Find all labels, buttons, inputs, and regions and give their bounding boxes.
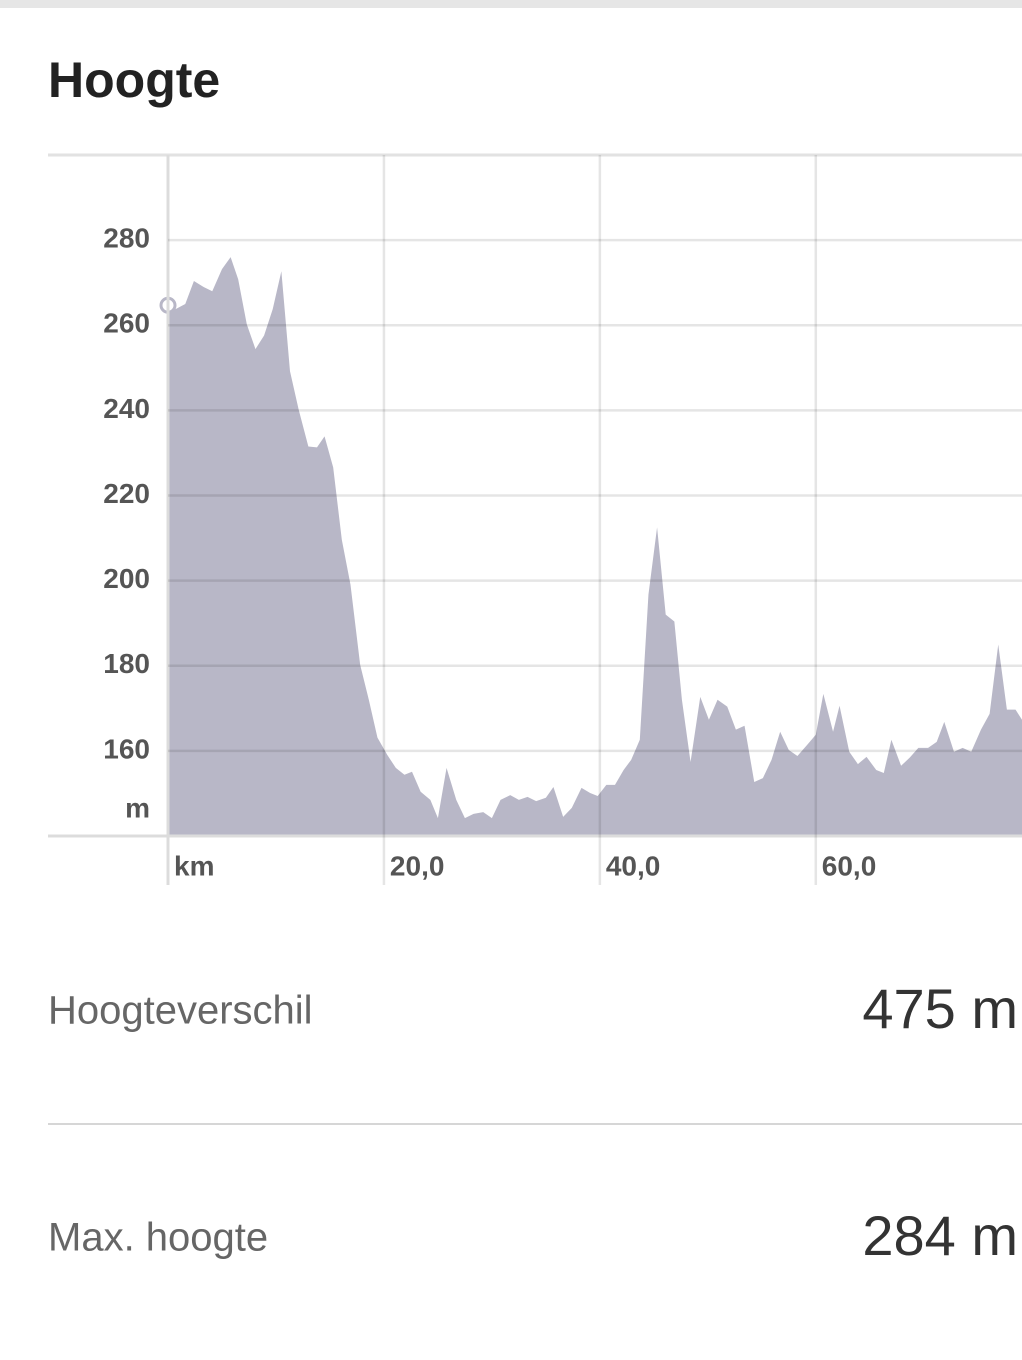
chart: 160 180 200 220 240 260 280 m 20,0 40,0 60,0 km — [48, 153, 1022, 885]
top-bar — [0, 0, 1022, 8]
x-unit-label: km — [174, 850, 214, 881]
stat-value: 475 m — [862, 977, 1018, 1040]
x-tick-label: 40,0 — [606, 850, 661, 881]
y-tick-label: 160 — [103, 733, 150, 764]
stat-value: 284 m — [862, 1204, 1018, 1267]
y-tick-label: 260 — [103, 308, 150, 339]
elevation-area — [168, 257, 1022, 836]
x-tick-label: 20,0 — [390, 850, 445, 881]
y-tick-label: 280 — [103, 223, 150, 254]
x-tick-label: 60,0 — [822, 850, 877, 881]
y-unit-label: m — [125, 792, 150, 823]
stat-label: Max. hoogte — [48, 1216, 268, 1260]
stat-label: Hoogteverschil — [48, 989, 313, 1033]
y-tick-label: 200 — [103, 563, 150, 594]
y-tick-label: 220 — [103, 478, 150, 509]
y-tick-label: 240 — [103, 393, 150, 424]
y-tick-label: 180 — [103, 648, 150, 679]
section-title: Hoogte — [48, 52, 220, 108]
